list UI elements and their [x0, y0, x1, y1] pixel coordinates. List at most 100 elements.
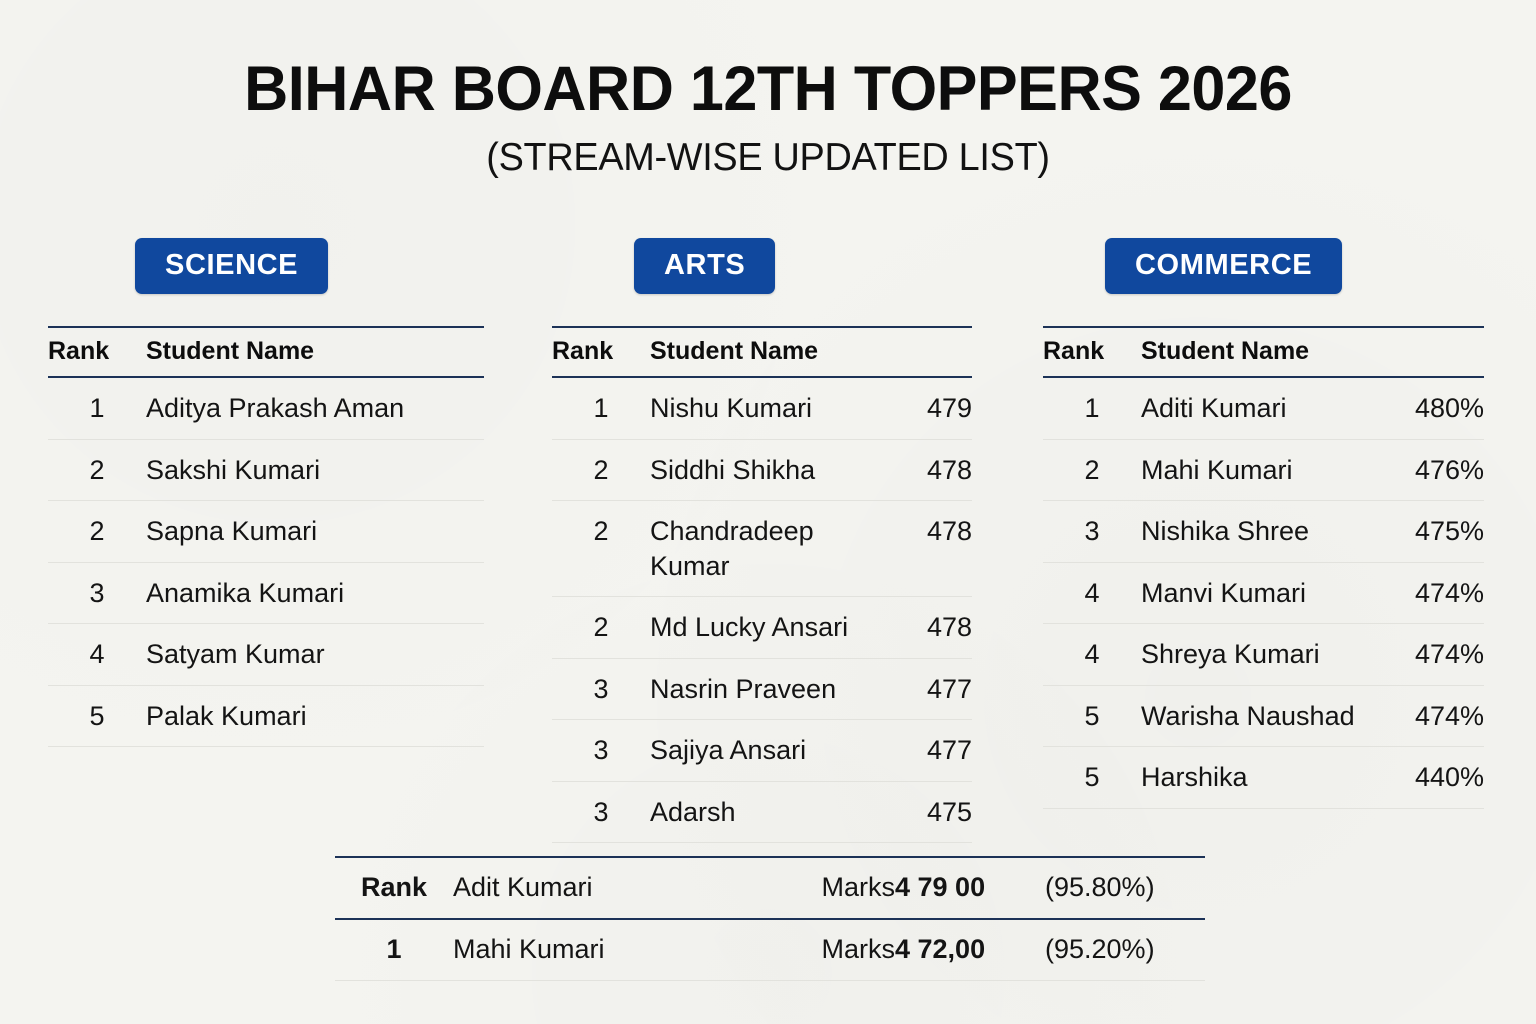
cell-name: Nishu Kumari	[650, 377, 886, 440]
cell-name: Warisha Naushad	[1141, 685, 1368, 748]
table-row: 2 Sapna Kumari	[48, 500, 484, 563]
cell-score: 478	[886, 500, 972, 598]
table-row: 3 Anamika Kumari	[48, 562, 484, 625]
table-row: 3 Nasrin Praveen 477	[552, 658, 972, 721]
summary-row: 1 Mahi Kumari Marks 4 72,00 (95.20%)	[335, 919, 1205, 981]
table-body-commerce: 1 Aditi Kumari 480% 2 Mahi Kumari 476% 3…	[1043, 377, 1484, 809]
badge-row-science: SCIENCE	[48, 238, 484, 300]
table-row: 3 Nishika Shree 475%	[1043, 500, 1484, 563]
cell-name: Sapna Kumari	[146, 500, 484, 563]
table-body-arts: 1 Nishu Kumari 479 2 Siddhi Shikha 478 2…	[552, 377, 972, 844]
cell-marks-label: Marks	[750, 919, 895, 981]
cell-rank: 2	[552, 439, 650, 502]
cell-rank: Rank	[335, 856, 453, 920]
stream-badge-commerce[interactable]: COMMERCE	[1105, 238, 1343, 294]
cell-rank: 1	[48, 377, 146, 440]
cell-score: 476%	[1368, 439, 1484, 502]
cell-rank: 3	[552, 658, 650, 721]
cell-score: 475%	[1368, 500, 1484, 563]
column-header-name: Student Name	[650, 326, 972, 378]
table-row: 2 Md Lucky Ansari 478	[552, 596, 972, 659]
cell-rank: 3	[552, 719, 650, 782]
column-header-name: Student Name	[1141, 326, 1484, 378]
column-header-name: Student Name	[146, 326, 484, 378]
stream-commerce: COMMERCE Rank Student Name 1 Aditi Kumar…	[1043, 238, 1484, 809]
table-row: 5 Warisha Naushad 474%	[1043, 685, 1484, 748]
cell-score: 474%	[1368, 562, 1484, 625]
cell-score: 440%	[1368, 746, 1484, 809]
table-row: 3 Adarsh 475	[552, 781, 972, 844]
page-title: BIHAR BOARD 12TH TOPPERS 2026	[244, 54, 1292, 124]
table-row: 1 Aditi Kumari 480%	[1043, 377, 1484, 440]
column-header-rank: Rank	[1043, 326, 1141, 378]
cell-name: Mahi Kumari	[453, 919, 751, 981]
cell-name: Palak Kumari	[146, 685, 484, 748]
table-row: 1 Aditya Prakash Aman	[48, 377, 484, 440]
cell-rank: 4	[1043, 623, 1141, 686]
table-row: 4 Shreya Kumari 474%	[1043, 623, 1484, 686]
cell-rank: 1	[1043, 377, 1141, 440]
cell-name: Adarsh	[650, 781, 886, 844]
cell-name: Aditi Kumari	[1141, 377, 1368, 440]
cell-rank: 5	[1043, 746, 1141, 809]
cell-rank: 2	[552, 500, 650, 598]
cell-marks-value: 4 79 00	[895, 856, 1045, 920]
cell-rank: 5	[1043, 685, 1141, 748]
cell-score: 477	[886, 658, 972, 721]
cell-name: Anamika Kumari	[146, 562, 484, 625]
table-row: 3 Sajiya Ansari 477	[552, 719, 972, 782]
cell-name: Shreya Kumari	[1141, 623, 1368, 686]
stream-arts: ARTS Rank Student Name 1 Nishu Kumari 47…	[552, 238, 972, 844]
cell-rank: 1	[335, 919, 453, 981]
summary-block: Rank Adit Kumari Marks 4 79 00 (95.80%) …	[335, 856, 1205, 981]
table-row: 4 Manvi Kumari 474%	[1043, 562, 1484, 625]
header-block: BIHAR BOARD 12TH TOPPERS 2026 (STREAM-WI…	[0, 56, 1536, 180]
stream-badge-science[interactable]: SCIENCE	[135, 238, 329, 294]
cell-name: Mahi Kumari	[1141, 439, 1368, 502]
cell-rank: 2	[552, 596, 650, 659]
cell-name: Chandradeep Kumar	[650, 500, 886, 598]
cell-name: Nishika Shree	[1141, 500, 1368, 563]
cell-rank: 3	[552, 781, 650, 844]
cell-rank: 2	[48, 439, 146, 502]
cell-score: 478	[886, 596, 972, 659]
table-body-summary: Rank Adit Kumari Marks 4 79 00 (95.80%) …	[335, 856, 1205, 981]
table-row: 4 Satyam Kumar	[48, 623, 484, 686]
table-science: Rank Student Name 1 Aditya Prakash Aman …	[48, 326, 484, 748]
cell-score: 478	[886, 439, 972, 502]
cell-percent: (95.80%)	[1045, 856, 1205, 920]
cell-name: Nasrin Praveen	[650, 658, 886, 721]
cell-name: Harshika	[1141, 746, 1368, 809]
cell-name: Md Lucky Ansari	[650, 596, 886, 659]
cell-name: Sakshi Kumari	[146, 439, 484, 502]
stream-science: SCIENCE Rank Student Name 1 Aditya Praka…	[48, 238, 484, 748]
cell-rank: 2	[1043, 439, 1141, 502]
cell-rank: 3	[48, 562, 146, 625]
cell-rank: 5	[48, 685, 146, 748]
table-header-row: Rank Student Name	[552, 326, 972, 378]
table-head-commerce: Rank Student Name	[1043, 326, 1484, 378]
table-row: 2 Siddhi Shikha 478	[552, 439, 972, 502]
cell-score: 474%	[1368, 623, 1484, 686]
cell-name: Satyam Kumar	[146, 623, 484, 686]
cell-rank: 2	[48, 500, 146, 563]
table-row: 2 Sakshi Kumari	[48, 439, 484, 502]
table-row: 2 Chandradeep Kumar 478	[552, 500, 972, 598]
table-row: 2 Mahi Kumari 476%	[1043, 439, 1484, 502]
table-head-arts: Rank Student Name	[552, 326, 972, 378]
stream-badge-arts[interactable]: ARTS	[634, 238, 776, 294]
table-row: 5 Harshika 440%	[1043, 746, 1484, 809]
summary-row: Rank Adit Kumari Marks 4 79 00 (95.80%)	[335, 856, 1205, 920]
cell-rank: 4	[48, 623, 146, 686]
cell-rank: 3	[1043, 500, 1141, 563]
table-head-science: Rank Student Name	[48, 326, 484, 378]
cell-percent: (95.20%)	[1045, 919, 1205, 981]
cell-name: Aditya Prakash Aman	[146, 377, 484, 440]
cell-name: Manvi Kumari	[1141, 562, 1368, 625]
cell-score: 477	[886, 719, 972, 782]
table-row: 1 Nishu Kumari 479	[552, 377, 972, 440]
column-header-rank: Rank	[48, 326, 146, 378]
badge-row-commerce: COMMERCE	[1043, 238, 1484, 300]
cell-score: 474%	[1368, 685, 1484, 748]
